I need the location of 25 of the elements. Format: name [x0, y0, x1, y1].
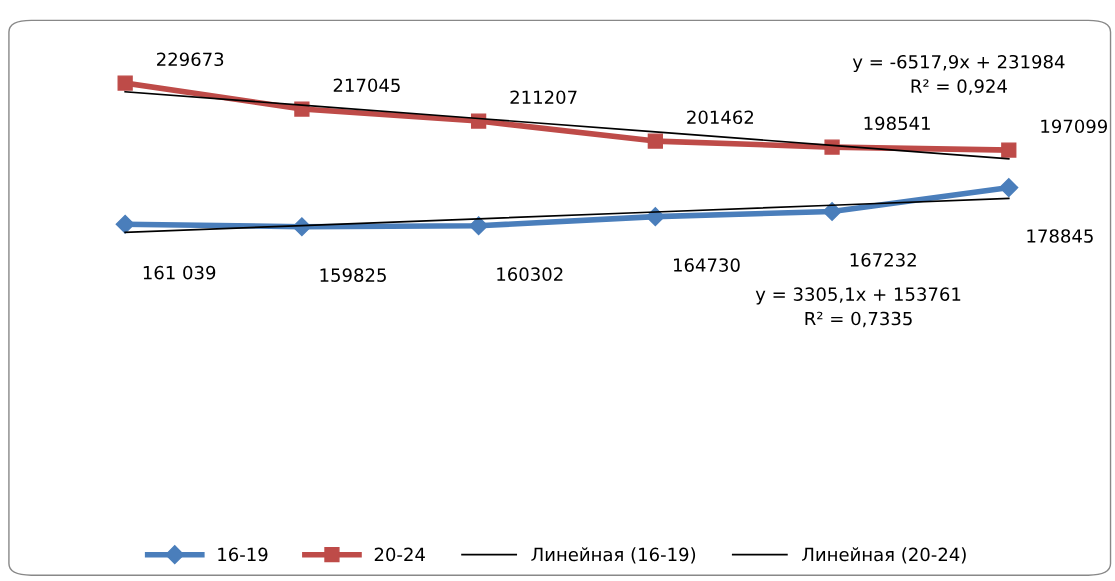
annotation: y = -6517,9x + 231984 R² = 0,924 — [852, 54, 1065, 95]
data-label: 197099 — [1041, 119, 1108, 134]
text: y = 3305,1x + 153761 R² = 0,7335 — [755, 287, 961, 328]
point — [1001, 142, 1017, 158]
data-label: 211207 — [510, 90, 577, 105]
data-label: 160302 — [497, 267, 563, 281]
legend-label: 20-24 — [374, 547, 425, 562]
data-label: 198541 — [864, 116, 930, 131]
data-label: 229673 — [157, 52, 224, 67]
point — [647, 133, 663, 149]
point — [117, 75, 133, 91]
data-label: 217045 — [333, 78, 400, 93]
point — [999, 178, 1019, 198]
data-label: 178845 — [1027, 229, 1093, 243]
data-label: 164730 — [673, 258, 740, 272]
legend-label: 16-19 — [218, 547, 268, 562]
point — [822, 201, 842, 222]
point — [469, 216, 489, 236]
data-label: 201462 — [687, 110, 754, 125]
data-label: 167232 — [850, 253, 916, 267]
data-label: 159825 — [320, 268, 386, 282]
data-label: 161 039 — [143, 265, 216, 280]
legend-label: Линейная (16-19) — [531, 547, 696, 564]
legend-label: Линейная (20-24) — [802, 547, 966, 564]
point — [115, 214, 135, 234]
